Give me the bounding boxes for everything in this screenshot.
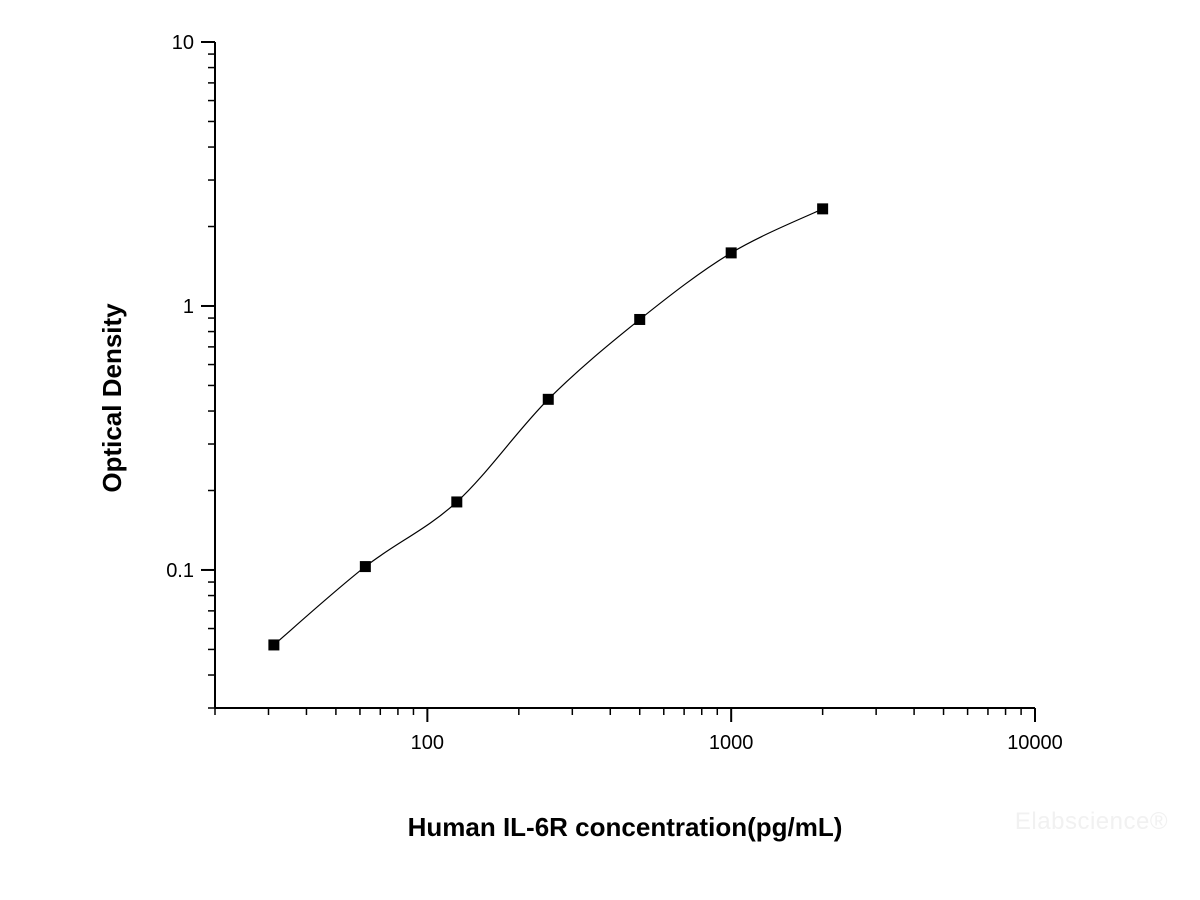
data-point (542, 393, 554, 405)
data-points (268, 203, 829, 651)
x-tick-label: 1000 (709, 732, 754, 754)
y-tick-label: 1 (183, 296, 194, 318)
y-tick-label: 0.1 (166, 560, 194, 582)
data-point (725, 247, 737, 259)
data-point (359, 561, 371, 573)
x-tick-label: 100 (411, 732, 444, 754)
axes (214, 42, 1035, 709)
x-tick-label: 10000 (1007, 732, 1063, 754)
data-point (268, 639, 280, 651)
data-point (451, 496, 463, 508)
fit-curve (273, 208, 823, 646)
data-point (634, 313, 646, 325)
x-axis-title: Human IL-6R concentration(pg/mL) (408, 812, 843, 842)
watermark-logo: Elabscience® (1014, 808, 1168, 835)
data-point (817, 203, 829, 215)
ticks: 100 1000 10000 0.1 1 10 (166, 32, 1063, 754)
y-axis-title: Optical Density (97, 303, 127, 493)
y-tick-label: 10 (172, 32, 194, 54)
